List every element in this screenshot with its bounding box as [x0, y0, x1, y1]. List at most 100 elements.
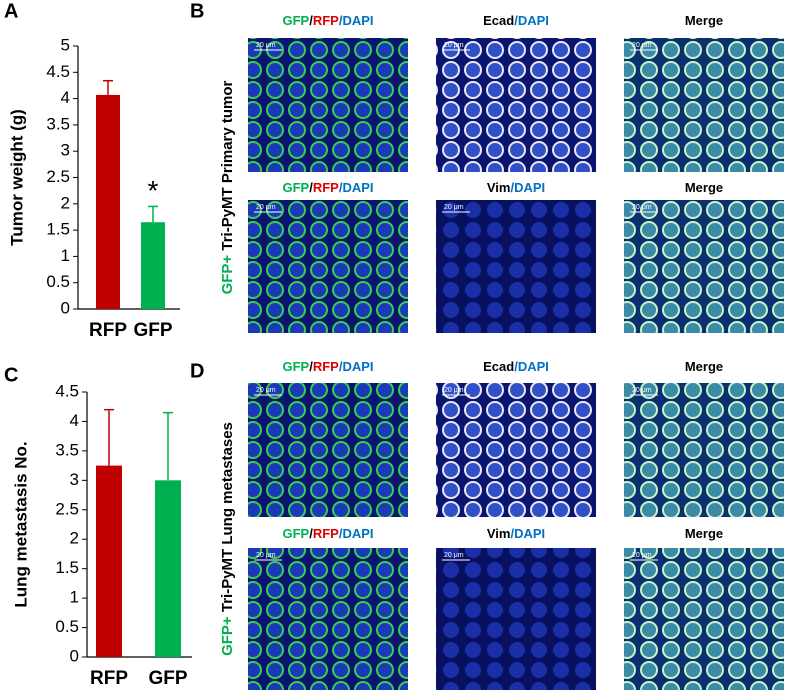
bar	[155, 480, 181, 657]
image-header: Merge	[685, 359, 723, 374]
header-part: /	[309, 359, 313, 374]
bar	[96, 465, 122, 657]
header-part: GFP	[282, 526, 309, 541]
side-label-part: GFP+	[219, 616, 236, 656]
header-part: GFP	[282, 13, 309, 28]
micrograph	[436, 383, 596, 517]
image-header: GFP/RFP/DAPI	[282, 359, 373, 374]
header-part: RFP	[313, 359, 339, 374]
error-bar	[148, 205, 158, 223]
y-tick-label: 1	[61, 246, 70, 265]
image-header: Vim/DAPI	[487, 180, 545, 195]
micrograph	[624, 548, 784, 690]
micrograph	[248, 38, 408, 172]
y-tick-label: 3	[70, 470, 79, 489]
side-label-part: GFP+	[219, 255, 236, 295]
header-part: /DAPI	[510, 526, 545, 541]
scale-bar-label: 20 μm	[632, 42, 652, 49]
header-part: Vim	[487, 526, 511, 541]
error-bar	[103, 79, 113, 95]
y-tick-label: 1.5	[46, 220, 70, 239]
bar	[96, 94, 120, 309]
header-part: Ecad	[483, 359, 514, 374]
scale-bar-label: 20 μm	[256, 552, 276, 559]
header-part: Merge	[685, 359, 723, 374]
header-part: GFP	[282, 180, 309, 195]
scale-bar-label: 20 μm	[444, 387, 464, 394]
micrograph	[624, 38, 784, 172]
y-tick-label: 3.5	[46, 114, 70, 133]
y-tick-label: 4	[61, 88, 70, 107]
side-label: GFP+ Tri-PyMT Lung metastases	[219, 422, 236, 656]
header-part: /	[309, 13, 313, 28]
scale-bar-label: 20 μm	[444, 42, 464, 49]
x-tick-label: RFP	[89, 320, 127, 341]
side-label-part: Tri-PyMT Lung metastases	[219, 422, 236, 616]
scale-bar-label: 20 μm	[444, 552, 464, 559]
header-part: /DAPI	[514, 13, 549, 28]
error-bar	[104, 408, 114, 466]
scale-bar-label: 20 μm	[256, 42, 276, 49]
y-tick-label: 5	[61, 35, 70, 54]
y-tick-label: 3	[61, 141, 70, 160]
header-part: /DAPI	[339, 526, 374, 541]
image-header: Merge	[685, 180, 723, 195]
header-part: /DAPI	[339, 359, 374, 374]
y-axis-label: Tumor weight (g)	[7, 109, 26, 246]
y-tick-label: 4.5	[46, 62, 70, 81]
header-part: /DAPI	[514, 359, 549, 374]
x-tick-label: RFP	[90, 668, 128, 689]
header-part: /	[309, 180, 313, 195]
bar	[141, 222, 165, 309]
micrograph	[436, 38, 596, 172]
y-tick-label: 2.5	[46, 167, 70, 186]
header-part: /DAPI	[510, 180, 545, 195]
image-header: GFP/RFP/DAPI	[282, 13, 373, 28]
micrograph	[248, 548, 408, 690]
annotation: *	[148, 175, 159, 206]
micrograph	[248, 200, 408, 333]
micrograph	[624, 200, 784, 333]
y-tick-label: 2	[61, 193, 70, 212]
header-part: GFP	[282, 359, 309, 374]
y-tick-label: 0.5	[46, 272, 70, 291]
y-tick-label: 0	[61, 298, 70, 317]
scale-bar-label: 20 μm	[256, 387, 276, 394]
y-tick-label: 4	[70, 411, 79, 430]
error-bar	[163, 411, 173, 481]
image-header: Ecad/DAPI	[483, 13, 549, 28]
header-part: Merge	[685, 180, 723, 195]
header-part: RFP	[313, 526, 339, 541]
micrograph	[624, 383, 784, 517]
scale-bar-label: 20 μm	[632, 552, 652, 559]
panel-letter: D	[190, 360, 204, 382]
image-header: GFP/RFP/DAPI	[282, 526, 373, 541]
header-part: Merge	[685, 526, 723, 541]
x-tick-label: GFP	[133, 320, 172, 341]
image-header: Ecad/DAPI	[483, 359, 549, 374]
header-part: RFP	[313, 180, 339, 195]
y-tick-label: 4.5	[55, 381, 79, 400]
header-part: Ecad	[483, 13, 514, 28]
side-label-part: Tri-PyMT Primary tumor	[219, 80, 236, 254]
side-label: GFP+ Tri-PyMT Primary tumor	[219, 80, 236, 294]
scale-bar-label: 20 μm	[632, 387, 652, 394]
y-tick-label: 0	[70, 646, 79, 665]
header-part: /DAPI	[339, 13, 374, 28]
y-tick-label: 3.5	[55, 440, 79, 459]
scale-bar-label: 20 μm	[444, 204, 464, 211]
y-tick-label: 2	[70, 529, 79, 548]
panel-letter: A	[4, 0, 18, 22]
scale-bar-label: 20 μm	[632, 204, 652, 211]
y-tick-label: 2.5	[55, 499, 79, 518]
micrograph	[436, 548, 596, 690]
image-header: Merge	[685, 13, 723, 28]
panel-letter: B	[190, 0, 204, 22]
micrograph	[436, 200, 596, 333]
header-part: /DAPI	[339, 180, 374, 195]
y-tick-label: 1	[70, 588, 79, 607]
header-part: Merge	[685, 13, 723, 28]
y-axis-label: Lung metastasis No.	[11, 441, 30, 607]
header-part: Vim	[487, 180, 511, 195]
